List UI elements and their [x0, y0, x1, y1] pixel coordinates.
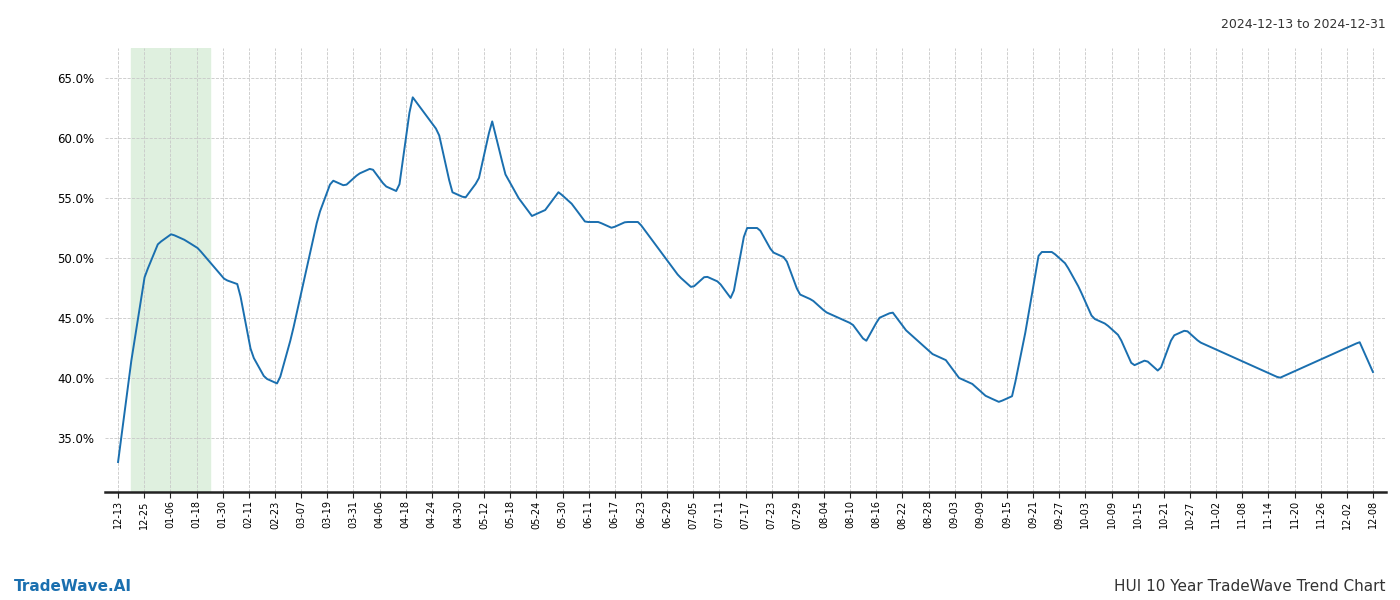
Text: HUI 10 Year TradeWave Trend Chart: HUI 10 Year TradeWave Trend Chart: [1114, 579, 1386, 594]
Text: 2024-12-13 to 2024-12-31: 2024-12-13 to 2024-12-31: [1221, 18, 1386, 31]
Bar: [132, 48, 210, 492]
Text: TradeWave.AI: TradeWave.AI: [14, 579, 132, 594]
